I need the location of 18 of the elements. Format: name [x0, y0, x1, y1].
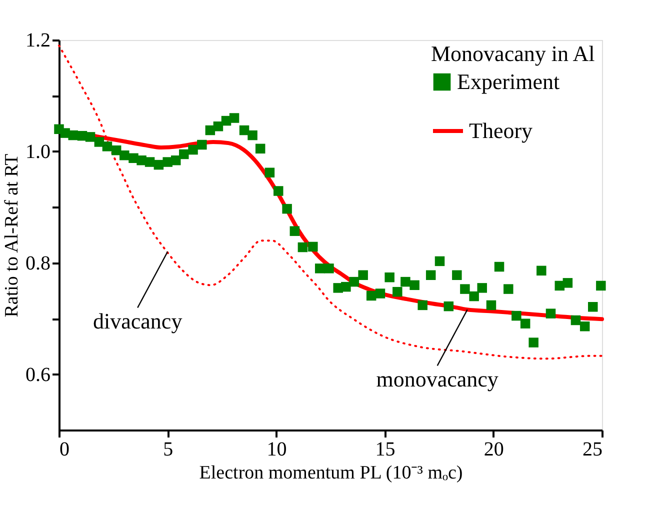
y-tick-label: 1.0 [26, 140, 50, 163]
annotation: divacancy [93, 308, 182, 334]
legend-label: Experiment [457, 69, 560, 94]
y-tick-label: 1.2 [26, 30, 50, 52]
x-tick-label: 15 [375, 438, 396, 460]
legend-title: Monovacany in Al [431, 41, 595, 66]
line-series [58, 44, 603, 360]
legend-label: Theory [469, 118, 533, 143]
x-tick-label: 10 [266, 438, 287, 460]
x-tick-label: 5 [163, 438, 174, 460]
x-tick-label: 25 [582, 438, 602, 460]
x-tick-label: 20 [484, 438, 504, 460]
y-axis-title: Ratio to Al-Ref at RT [2, 153, 22, 318]
y-tick-label: 0.8 [26, 252, 50, 274]
annotation: monovacancy [376, 366, 498, 392]
x-axis-title: Electron momentum PL (10⁻³ mₒc) [199, 462, 463, 484]
x-tick-label: 0 [60, 438, 70, 460]
y-tick-label: 0.6 [26, 364, 50, 386]
